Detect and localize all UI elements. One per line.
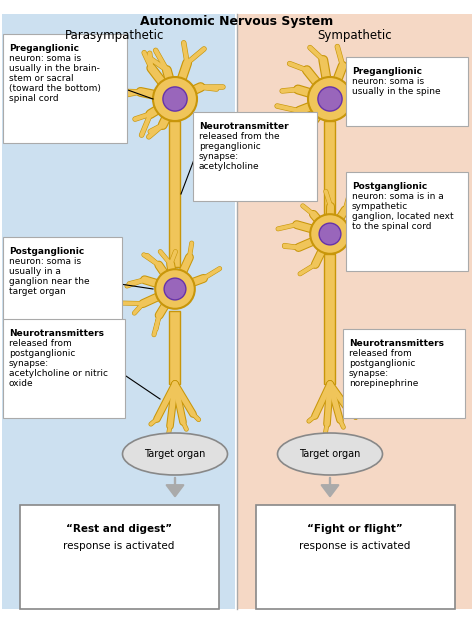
- FancyBboxPatch shape: [237, 14, 472, 609]
- Text: Target organ: Target organ: [299, 449, 361, 459]
- FancyBboxPatch shape: [343, 329, 465, 418]
- Text: neuron: soma is: neuron: soma is: [9, 257, 81, 266]
- Text: Sympathetic: Sympathetic: [318, 29, 392, 42]
- Text: ganglion near the: ganglion near the: [9, 277, 90, 286]
- Text: Neurotransmitters: Neurotransmitters: [9, 329, 104, 338]
- Text: preganglionic: preganglionic: [199, 142, 261, 151]
- FancyBboxPatch shape: [346, 172, 468, 271]
- Text: sympathetic: sympathetic: [352, 202, 408, 211]
- FancyBboxPatch shape: [346, 57, 468, 126]
- Text: neuron: soma is: neuron: soma is: [9, 54, 81, 63]
- Circle shape: [310, 214, 350, 253]
- FancyBboxPatch shape: [170, 121, 181, 267]
- Text: Preganglionic: Preganglionic: [9, 44, 79, 53]
- Text: synapse:: synapse:: [199, 152, 239, 161]
- Text: usually in a: usually in a: [9, 267, 61, 276]
- Text: (toward the bottom): (toward the bottom): [9, 84, 101, 93]
- Text: released from the: released from the: [199, 132, 280, 141]
- Circle shape: [318, 87, 342, 111]
- Text: released from: released from: [349, 349, 412, 358]
- Text: norepinephrine: norepinephrine: [349, 379, 419, 388]
- Text: ganglion, located next: ganglion, located next: [352, 212, 454, 221]
- Text: synapse:: synapse:: [9, 359, 49, 368]
- FancyBboxPatch shape: [193, 112, 317, 201]
- Text: released from: released from: [9, 339, 72, 348]
- Text: stem or sacral: stem or sacral: [9, 74, 73, 83]
- Text: to the spinal cord: to the spinal cord: [352, 222, 431, 231]
- FancyArrowPatch shape: [167, 478, 183, 496]
- Text: usually in the brain-: usually in the brain-: [9, 64, 100, 73]
- Text: “Rest and digest”: “Rest and digest”: [66, 524, 172, 534]
- Circle shape: [153, 77, 197, 121]
- Text: neuron: soma is in a: neuron: soma is in a: [352, 192, 444, 201]
- Text: Neurotransmitters: Neurotransmitters: [349, 339, 444, 348]
- Text: postganglionic: postganglionic: [349, 359, 415, 368]
- Text: Target organ: Target organ: [144, 449, 206, 459]
- FancyBboxPatch shape: [325, 121, 336, 214]
- Text: Neurotransmitter: Neurotransmitter: [199, 122, 289, 131]
- Text: “Fight or flight”: “Fight or flight”: [307, 524, 403, 534]
- Text: Autonomic Nervous System: Autonomic Nervous System: [140, 15, 334, 28]
- Text: spinal cord: spinal cord: [9, 94, 59, 103]
- Text: Postganglionic: Postganglionic: [9, 247, 84, 256]
- Ellipse shape: [277, 433, 383, 475]
- Text: neuron: soma is: neuron: soma is: [352, 77, 424, 86]
- FancyBboxPatch shape: [20, 505, 219, 609]
- Text: acetylcholine: acetylcholine: [199, 162, 260, 171]
- Text: Preganglionic: Preganglionic: [352, 67, 422, 76]
- Text: usually in the spine: usually in the spine: [352, 87, 441, 96]
- Circle shape: [308, 77, 352, 121]
- Circle shape: [164, 278, 186, 300]
- FancyBboxPatch shape: [256, 505, 455, 609]
- FancyBboxPatch shape: [2, 14, 235, 609]
- Ellipse shape: [122, 433, 228, 475]
- Text: Postganglionic: Postganglionic: [352, 182, 427, 191]
- Circle shape: [163, 87, 187, 111]
- Text: Parasympathetic: Parasympathetic: [65, 29, 164, 42]
- Text: synapse:: synapse:: [349, 369, 389, 378]
- Text: target organ: target organ: [9, 287, 66, 296]
- FancyBboxPatch shape: [170, 311, 181, 384]
- FancyBboxPatch shape: [3, 319, 125, 418]
- Text: acetylcholine or nitric: acetylcholine or nitric: [9, 369, 108, 378]
- FancyBboxPatch shape: [3, 34, 127, 143]
- Text: postganglionic: postganglionic: [9, 349, 75, 358]
- Circle shape: [155, 269, 195, 309]
- FancyArrowPatch shape: [322, 478, 338, 496]
- Text: oxide: oxide: [9, 379, 34, 388]
- Text: response is activated: response is activated: [64, 541, 175, 551]
- Text: response is activated: response is activated: [299, 541, 410, 551]
- Circle shape: [319, 223, 341, 245]
- FancyBboxPatch shape: [3, 237, 122, 326]
- FancyBboxPatch shape: [325, 253, 336, 384]
